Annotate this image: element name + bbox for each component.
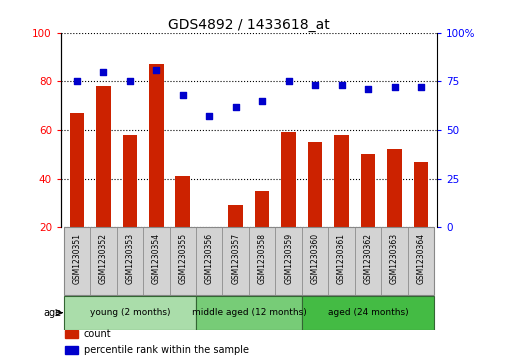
FancyBboxPatch shape	[196, 227, 223, 295]
FancyBboxPatch shape	[328, 227, 355, 295]
Bar	[65, 346, 78, 354]
Point	[311, 82, 319, 88]
Point	[284, 78, 293, 84]
FancyBboxPatch shape	[90, 227, 116, 295]
Text: GSM1230360: GSM1230360	[310, 233, 320, 284]
Text: count: count	[83, 329, 111, 339]
Bar	[387, 149, 402, 227]
FancyBboxPatch shape	[64, 296, 196, 330]
FancyBboxPatch shape	[143, 227, 170, 295]
FancyBboxPatch shape	[355, 227, 382, 295]
Text: GSM1230364: GSM1230364	[417, 233, 426, 284]
Text: GSM1230359: GSM1230359	[284, 233, 293, 284]
Point	[337, 82, 345, 88]
Bar	[281, 132, 296, 227]
Text: GSM1230353: GSM1230353	[125, 233, 134, 284]
Point	[417, 84, 425, 90]
FancyBboxPatch shape	[116, 227, 143, 295]
Text: GSM1230362: GSM1230362	[364, 233, 372, 284]
Text: age: age	[43, 308, 61, 318]
Text: GSM1230354: GSM1230354	[152, 233, 161, 284]
Bar	[122, 135, 137, 227]
Text: GSM1230358: GSM1230358	[258, 233, 267, 284]
Bar	[175, 176, 190, 227]
Text: GSM1230352: GSM1230352	[99, 233, 108, 284]
Point	[179, 92, 187, 98]
Bar	[414, 162, 428, 227]
FancyBboxPatch shape	[223, 227, 249, 295]
Point	[391, 84, 399, 90]
Point	[99, 69, 107, 74]
Bar	[65, 330, 78, 338]
Point	[258, 98, 266, 104]
FancyBboxPatch shape	[275, 227, 302, 295]
FancyBboxPatch shape	[196, 296, 302, 330]
Text: GSM1230351: GSM1230351	[72, 233, 81, 284]
Bar	[70, 113, 84, 227]
Text: GSM1230363: GSM1230363	[390, 233, 399, 284]
Text: GSM1230357: GSM1230357	[231, 233, 240, 284]
Text: percentile rank within the sample: percentile rank within the sample	[83, 345, 248, 355]
FancyBboxPatch shape	[302, 227, 328, 295]
Point	[364, 86, 372, 92]
Text: GSM1230356: GSM1230356	[205, 233, 214, 284]
Bar	[149, 64, 164, 227]
Bar	[96, 86, 111, 227]
FancyBboxPatch shape	[382, 227, 408, 295]
FancyBboxPatch shape	[249, 227, 275, 295]
FancyBboxPatch shape	[408, 227, 434, 295]
Point	[232, 104, 240, 110]
Text: GSM1230355: GSM1230355	[178, 233, 187, 284]
FancyBboxPatch shape	[64, 227, 90, 295]
FancyBboxPatch shape	[302, 296, 434, 330]
Point	[152, 67, 161, 73]
Bar	[334, 135, 349, 227]
Text: GSM1230361: GSM1230361	[337, 233, 346, 284]
Bar	[361, 154, 375, 227]
Text: aged (24 months): aged (24 months)	[328, 308, 408, 317]
Text: middle aged (12 months): middle aged (12 months)	[192, 308, 306, 317]
Point	[73, 78, 81, 84]
Title: GDS4892 / 1433618_at: GDS4892 / 1433618_at	[168, 18, 330, 32]
Bar	[229, 205, 243, 227]
Point	[205, 113, 213, 119]
Text: young (2 months): young (2 months)	[89, 308, 170, 317]
Bar	[308, 142, 323, 227]
FancyBboxPatch shape	[170, 227, 196, 295]
Point	[125, 78, 134, 84]
Bar	[255, 191, 269, 227]
